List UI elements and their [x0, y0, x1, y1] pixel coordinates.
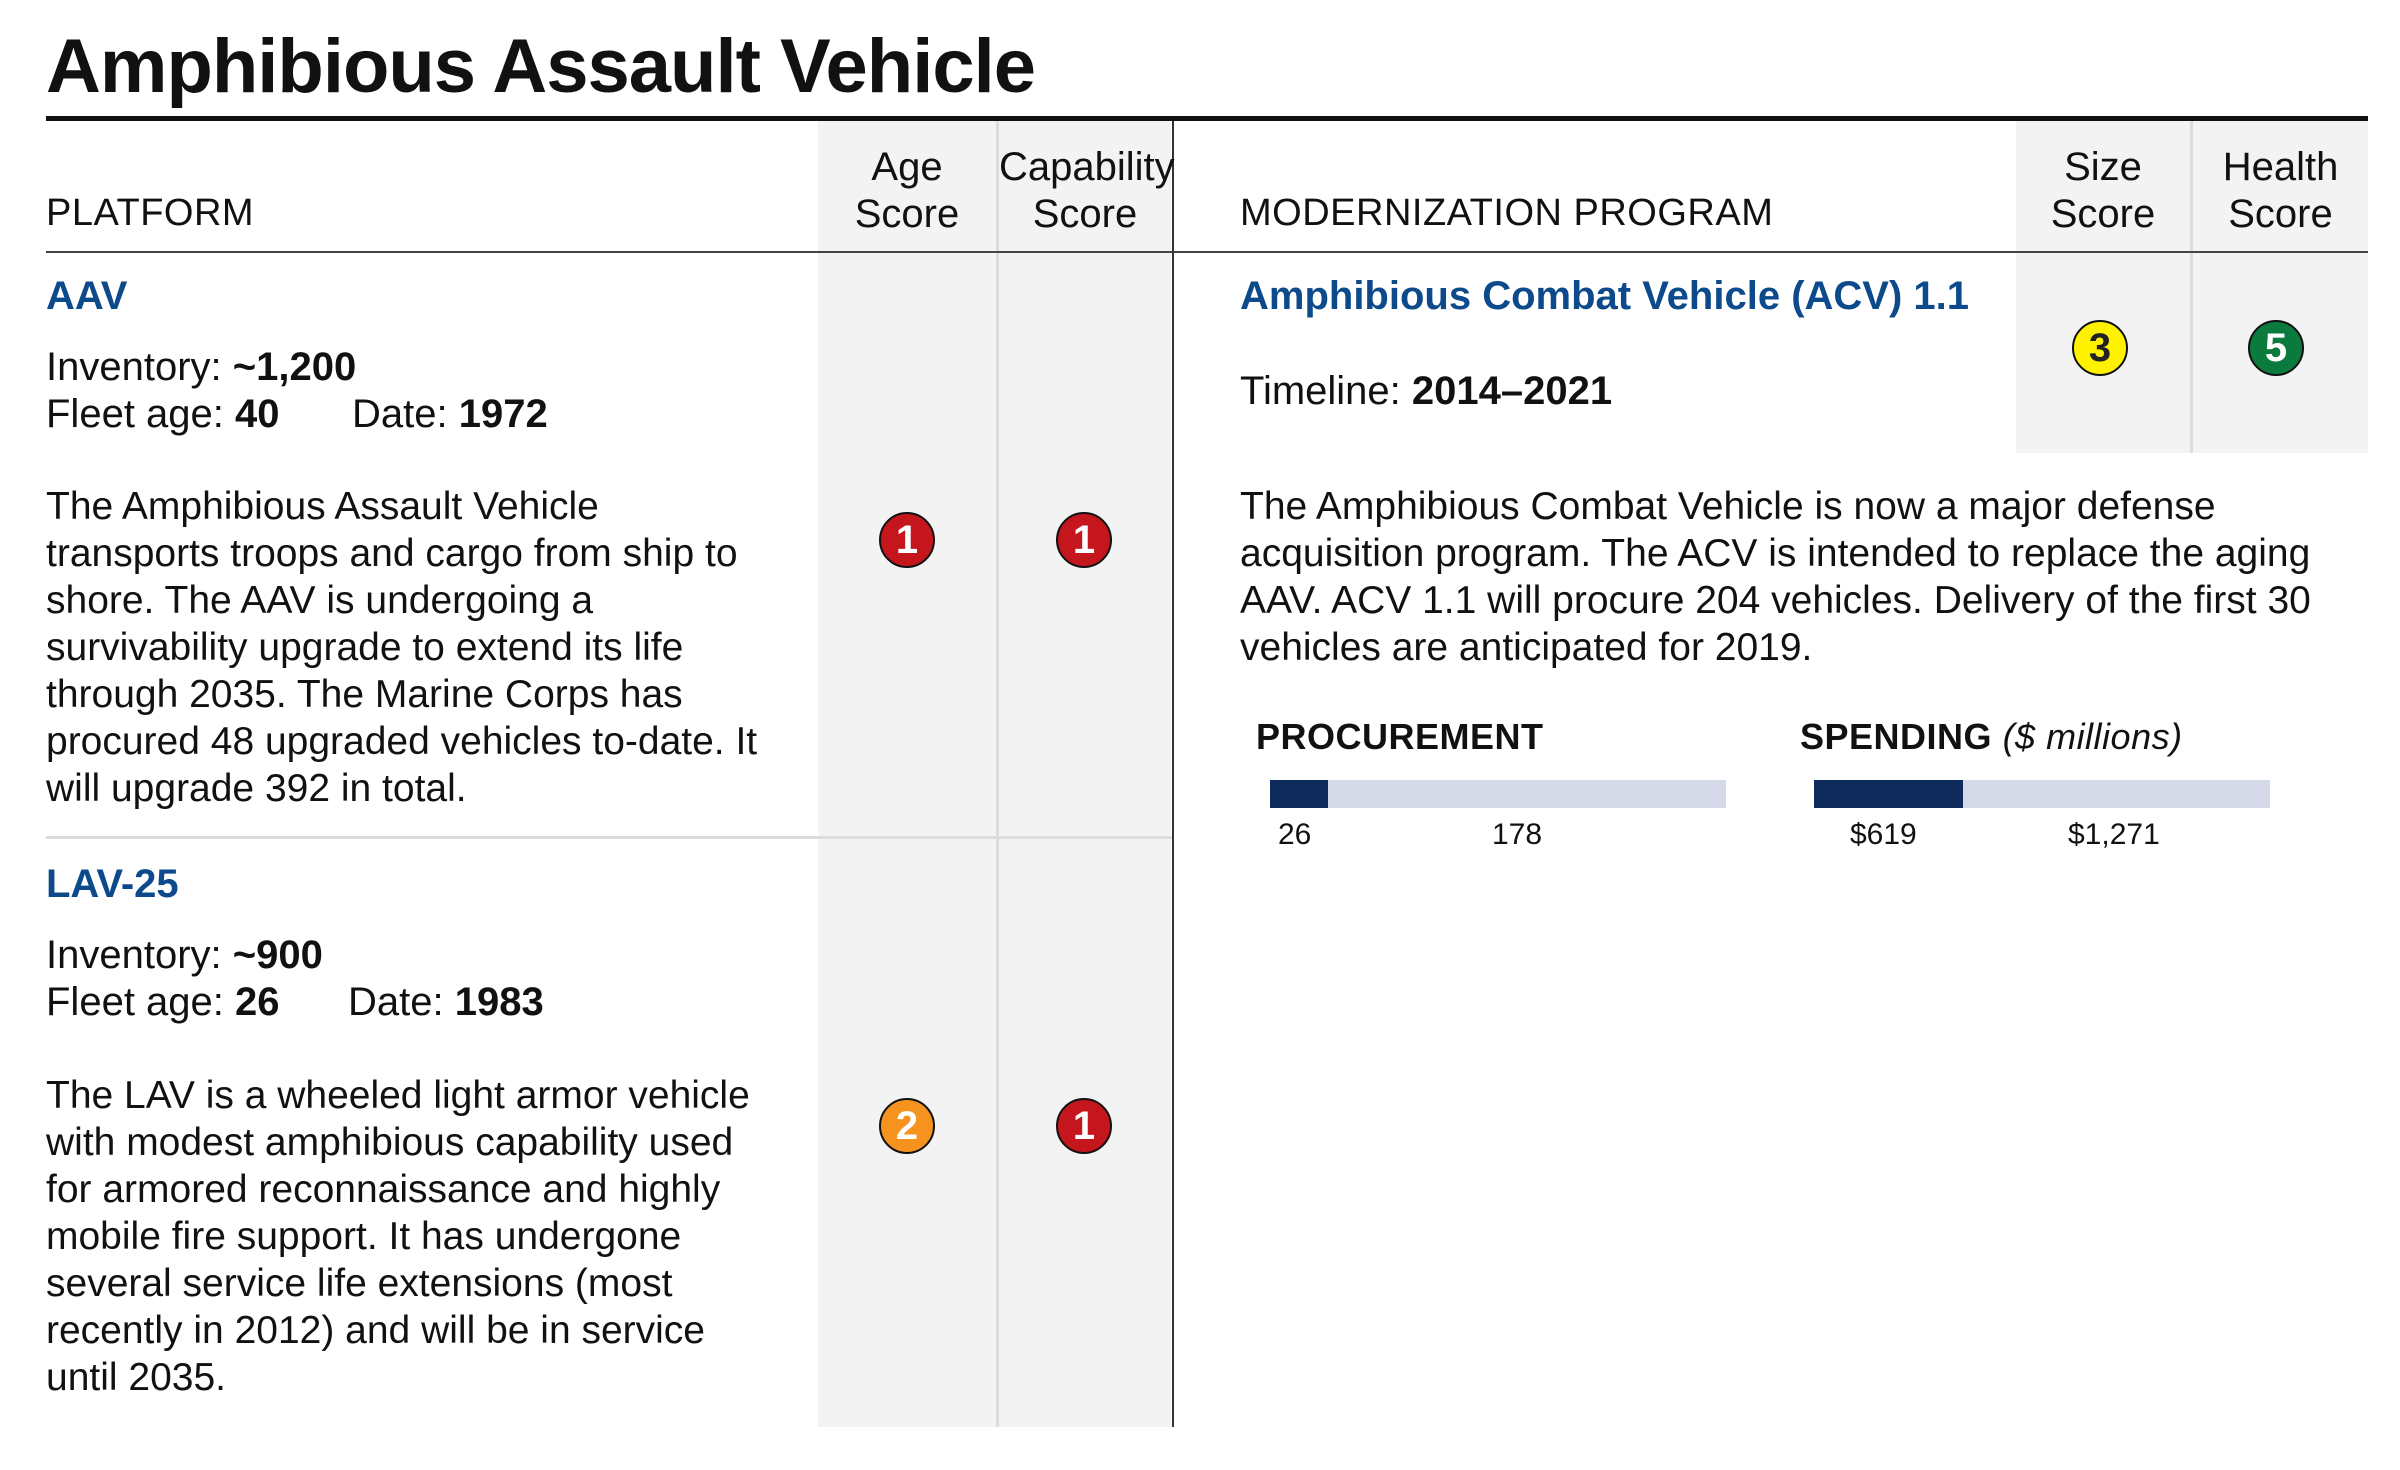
date-label: Date:	[352, 392, 459, 436]
date-label: Date:	[348, 980, 455, 1024]
score-column-divider	[996, 121, 999, 1427]
age-score-column	[818, 121, 996, 1427]
right-score-column-divider	[2190, 121, 2193, 453]
platform-header: PLATFORM	[46, 192, 255, 234]
capability-score-column	[999, 121, 1171, 1427]
inventory-label: Inventory:	[46, 345, 233, 389]
health-score-badge: 5	[2248, 320, 2304, 376]
fleet-age-value: 40	[235, 392, 280, 436]
platform-inventory: Inventory: ~1,200	[46, 344, 356, 391]
procurement-chart: PROCUREMENT 26 178	[1256, 716, 1728, 856]
spending-bar-track	[1814, 780, 2270, 808]
timeline-value: 2014–2021	[1411, 369, 1613, 413]
procurement-chart-title: PROCUREMENT	[1256, 716, 1544, 757]
health-score-header-line2: Score	[2228, 192, 2333, 236]
procurement-label-remaining: 178	[1492, 818, 1543, 851]
spending-chart: SPENDING ($ millions) $619 $1,271	[1800, 716, 2280, 856]
capability-score-badge: 1	[1056, 1098, 1112, 1154]
procurement-bar-fill	[1270, 780, 1329, 808]
table-divider	[1172, 121, 1174, 1427]
size-score-header-line1: Size	[2064, 145, 2142, 189]
age-score-badge: 1	[879, 512, 935, 568]
platform-fleet-age: Fleet age: 40	[46, 391, 280, 438]
platform-description: The Amphibious Assault Vehicle transport…	[46, 485, 758, 810]
health-score-header: Health Score	[2193, 144, 2368, 238]
program-description: The Amphibious Combat Vehicle is now a m…	[1240, 485, 2311, 669]
fleet-age-label: Fleet age:	[46, 980, 236, 1024]
age-score-header-line1: Age	[871, 145, 943, 189]
header-rule	[46, 251, 2368, 253]
timeline-label: Timeline:	[1240, 369, 1412, 413]
spending-bar-fill	[1814, 780, 1964, 808]
spending-label-remaining: $1,271	[2068, 818, 2160, 851]
health-score-column	[2193, 121, 2368, 453]
row-divider	[46, 836, 1172, 839]
date-value: 1983	[454, 980, 544, 1024]
platform-fleet-age: Fleet age: 26	[46, 979, 280, 1026]
capability-score-header-line2: Score	[1032, 192, 1138, 236]
capability-score-badge: 1	[1056, 512, 1112, 568]
procurement-bar-track	[1270, 780, 1726, 808]
program-timeline: Timeline: 2014–2021	[1240, 368, 1612, 415]
spending-label-spent: $619	[1850, 818, 1917, 851]
size-score-header-line2: Score	[2050, 192, 2156, 236]
platform-date: Date: 1983	[348, 979, 544, 1026]
age-score-badge: 2	[879, 1098, 935, 1154]
modernization-header: MODERNIZATION PROGRAM	[1240, 192, 1774, 234]
age-score-header: Age Score	[818, 144, 996, 238]
spending-chart-units: ($ millions)	[2002, 716, 2183, 757]
spending-chart-title: SPENDING ($ millions)	[1800, 716, 2183, 758]
platform-name: AAV	[46, 274, 128, 318]
capability-score-header: Capability Score	[999, 144, 1175, 238]
size-score-column	[2016, 121, 2190, 453]
procurement-label-delivered: 26	[1278, 818, 1312, 851]
fleet-age-label: Fleet age:	[46, 392, 236, 436]
page-title: Amphibious Assault Vehicle	[46, 24, 1036, 109]
title-rule	[46, 116, 2368, 121]
fleet-age-value: 26	[235, 980, 280, 1024]
health-score-header-line1: Health	[2222, 145, 2339, 189]
size-score-badge: 3	[2072, 320, 2128, 376]
size-score-header: Size Score	[2016, 144, 2190, 238]
inventory-label: Inventory:	[46, 933, 233, 977]
age-score-header-line2: Score	[854, 192, 960, 236]
date-value: 1972	[458, 392, 548, 436]
spending-chart-title-text: SPENDING	[1800, 716, 1993, 757]
capability-score-header-line1: Capability	[999, 145, 1175, 189]
platform-date: Date: 1972	[352, 391, 548, 438]
platform-name: LAV-25	[46, 862, 179, 906]
inventory-value: ~1,200	[232, 345, 357, 389]
platform-inventory: Inventory: ~900	[46, 932, 323, 979]
inventory-value: ~900	[232, 933, 323, 977]
platform-description: The LAV is a wheeled light armor vehicle…	[46, 1074, 750, 1399]
program-name: Amphibious Combat Vehicle (ACV) 1.1	[1240, 274, 1970, 318]
